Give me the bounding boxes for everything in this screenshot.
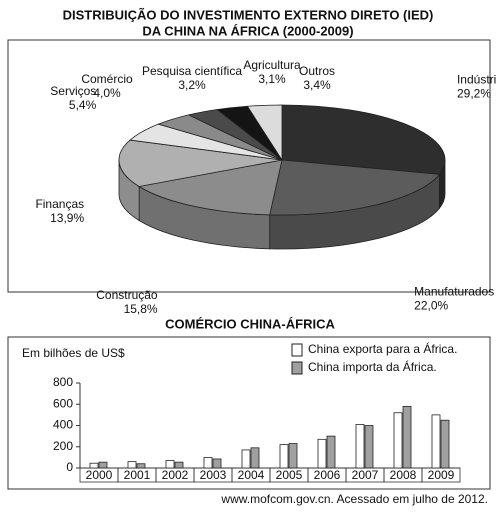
legend-label: China exporta para a África.	[308, 341, 457, 356]
x-tick-label: 2002	[162, 468, 189, 482]
x-tick-label: 2007	[352, 468, 379, 482]
bar	[326, 435, 336, 469]
bar	[364, 425, 374, 469]
pie-slice	[281, 104, 446, 175]
slice-label: Pesquisa científica	[142, 64, 242, 78]
bar-frame	[7, 336, 491, 490]
slice-value: 4,0%	[93, 86, 121, 100]
x-tick-label: 2004	[238, 468, 265, 482]
x-tick-label: 2009	[428, 468, 455, 482]
bar	[98, 461, 108, 469]
slice-value: 3,2%	[178, 78, 206, 92]
pie-title: DISTRIBUIÇÃO DO INVESTIMENTO EXTERNO DIR…	[63, 7, 434, 22]
slice-label: Manufaturados	[414, 285, 494, 299]
y-tick-label: 200	[53, 439, 73, 453]
bar	[136, 463, 146, 469]
bar	[165, 460, 175, 469]
slice-value: 22,0%	[414, 299, 448, 313]
slice-value: 13,9%	[50, 211, 84, 225]
x-tick-label: 2003	[200, 468, 227, 482]
pie-title: DA CHINA NA ÁFRICA (2000-2009)	[142, 23, 353, 38]
pie-slice	[269, 159, 441, 216]
y-tick-label: 800	[53, 375, 73, 389]
y-axis-label: Em bilhões de US$	[22, 346, 125, 360]
x-tick-label: 2000	[86, 468, 113, 482]
bar	[89, 462, 99, 469]
pie-slice	[246, 104, 283, 162]
bar-title: COMÉRCIO CHINA-ÁFRICA	[165, 316, 335, 331]
slice-label: Outros	[299, 64, 335, 78]
slice-value: 3,4%	[303, 78, 331, 92]
y-tick-label: 600	[53, 396, 73, 410]
bar	[279, 444, 289, 469]
bar	[127, 461, 137, 469]
slice-label: Finanças	[35, 197, 84, 211]
bar	[250, 447, 260, 469]
source: www.mofcom.gov.cn. Acessado em julho de …	[220, 492, 488, 506]
bar	[212, 458, 222, 469]
bar	[440, 419, 450, 469]
bar	[203, 456, 213, 469]
y-tick-label: 400	[53, 418, 73, 432]
pie-slice	[138, 159, 283, 216]
bar	[174, 461, 184, 469]
bar	[393, 412, 403, 469]
bar	[317, 438, 327, 469]
bar	[431, 414, 441, 469]
slice-label: Agricultura	[243, 58, 301, 72]
bar	[355, 424, 365, 469]
pie-slice	[118, 139, 283, 187]
x-tick-label: 2001	[124, 468, 151, 482]
legend-label: China importa da África.	[308, 359, 437, 374]
slice-value: 29,2%	[457, 86, 491, 100]
slice-value: 5,4%	[69, 98, 97, 112]
bar	[241, 449, 251, 469]
slice-label: Serviços	[50, 84, 96, 98]
x-tick-label: 2006	[314, 468, 341, 482]
bar	[402, 405, 412, 469]
legend-swatch	[291, 361, 303, 375]
x-tick-label: 2008	[390, 468, 417, 482]
pie-frame	[7, 39, 491, 293]
slice-label: Indústria mineradora	[457, 72, 496, 86]
slice-value: 15,8%	[124, 302, 158, 316]
x-tick-label: 2005	[276, 468, 303, 482]
slice-value: 3,1%	[258, 72, 286, 86]
legend-swatch	[291, 343, 303, 357]
slice-label: Construção	[96, 288, 158, 302]
bar	[288, 443, 298, 469]
y-tick-label: 0	[66, 460, 73, 474]
slice-label: Comércio	[81, 72, 133, 86]
